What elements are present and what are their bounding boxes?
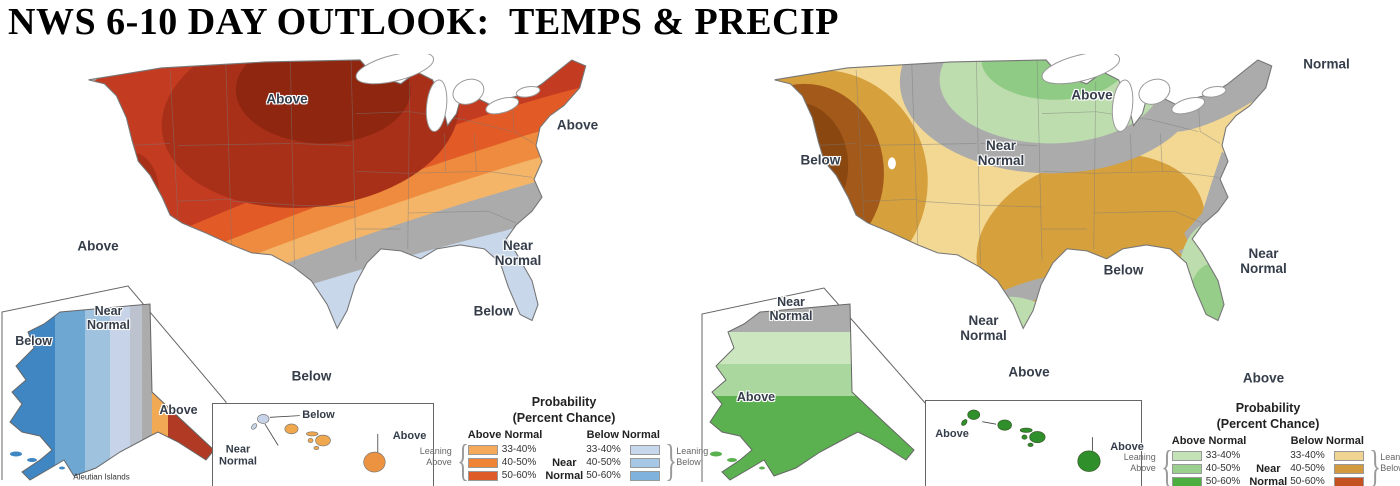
leaning-above-label: Leaning Above [419, 446, 452, 467]
precip-hawaii-inset [925, 400, 1142, 486]
legend-swatch [630, 457, 661, 468]
below-normal-column: Below Normal 33-40% 40-50% 50-60% [1290, 435, 1365, 486]
precip-legend: Probability (Percent Chance) Leaning Abo… [1124, 401, 1400, 486]
brace-decoration [666, 439, 672, 483]
temps-conus-map [88, 54, 587, 329]
page-title: NWS 6-10 DAY OUTLOOK: TEMPS & PRECIP [8, 1, 839, 43]
legend-swatch [1171, 450, 1202, 461]
legend-swatch [630, 444, 661, 455]
legend-swatch [1334, 476, 1365, 486]
near-normal-column: Near Normal [1249, 462, 1288, 486]
above-normal-column: Above Normal 33-40% 40-50% 50-60% [1171, 435, 1247, 486]
leaning-above-label: Leaning Above [1123, 452, 1156, 473]
aleutian-caption: Aleutian Islands [73, 472, 130, 482]
leaning-below-label: Leaning Below [676, 446, 709, 467]
brace-decoration [1161, 445, 1167, 486]
legend-title: Probability [1235, 401, 1301, 415]
precip-conus-map [774, 54, 1273, 329]
legend-subtitle: (Percent Chance) [1216, 416, 1320, 431]
legend-swatch [1171, 463, 1202, 474]
precip-alaska-inset [701, 287, 927, 482]
legend-swatch [1334, 463, 1365, 474]
aleutian-islands-dots [710, 451, 765, 470]
legend-swatch [467, 444, 498, 455]
callout-lines [264, 415, 379, 453]
aleutian-islands-dots [10, 451, 65, 470]
great-salt-lake [887, 157, 896, 170]
precip-outlook-panel: Normal Above Near Normal Below Below Near Nor… [700, 54, 1400, 486]
legend-subtitle: (Percent Chance) [512, 410, 616, 425]
legend-swatch [467, 470, 498, 481]
temps-legend: Probability (Percent Chance) Leaning Abo… [420, 395, 709, 486]
below-normal-column: Below Normal 33-40% 40-50% 50-60% [586, 429, 661, 482]
legend-swatch [467, 457, 498, 468]
near-normal-column: Near Normal [545, 456, 584, 482]
callout-lines [982, 421, 1093, 451]
above-normal-column: Above Normal 33-40% 40-50% 50-60% [467, 429, 543, 482]
legend-swatch [1334, 450, 1365, 461]
temps-outlook-panel: Above Above Above Near Normal Below Below Bel… [0, 54, 709, 486]
temps-alaska-inset [1, 285, 227, 481]
legend-swatch [630, 470, 661, 481]
brace-decoration [1370, 445, 1376, 486]
legend-swatch [1171, 476, 1202, 486]
legend-title: Probability [531, 395, 597, 409]
temps-hawaii-inset [212, 403, 434, 486]
brace-decoration [457, 439, 463, 483]
leaning-below-label: Leaning Below [1380, 452, 1400, 473]
